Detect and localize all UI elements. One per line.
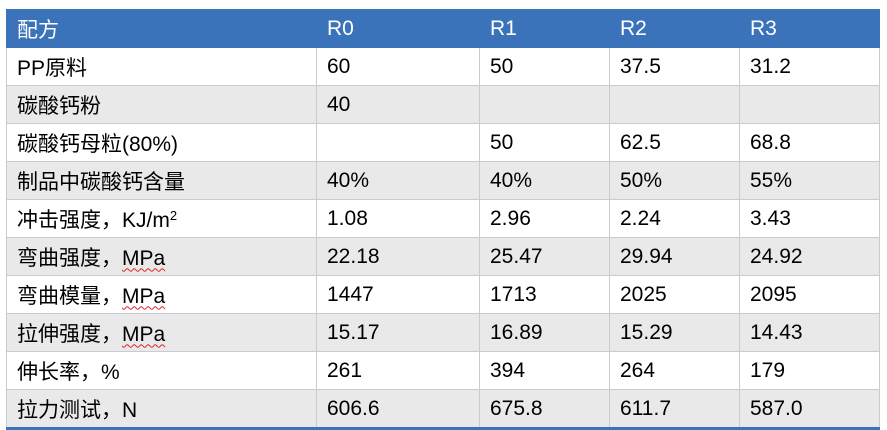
table-cell: 68.8 — [739, 123, 880, 162]
table-cell: 50% — [609, 161, 740, 200]
table-body: PP原料 60 50 37.5 31.2 碳酸钙粉 40 碳酸钙母粒(80%) … — [6, 47, 880, 430]
table-cell: 587.0 — [739, 389, 880, 430]
row-label: 冲击强度，KJ/m2 — [6, 199, 317, 238]
row-label-text: 拉伸强度， — [17, 322, 122, 346]
row-label: 制品中碳酸钙含量 — [6, 161, 317, 200]
table-cell: 264 — [609, 351, 740, 390]
row-label: 拉伸强度，MPa — [6, 313, 317, 352]
header-cell-r1: R1 — [479, 9, 610, 48]
table-cell: 24.92 — [739, 237, 880, 276]
row-label: 伸长率，% — [6, 351, 317, 390]
table-cell: 1713 — [479, 275, 610, 314]
row-label-text: 冲击强度，KJ/m — [17, 208, 170, 232]
table-cell: 261 — [316, 351, 480, 390]
table-row: 碳酸钙母粒(80%) 50 62.5 68.8 — [6, 123, 880, 162]
table-cell: 1447 — [316, 275, 480, 314]
unit-text: MPa — [122, 284, 166, 308]
table-cell — [609, 85, 740, 124]
unit-text: MPa — [122, 322, 166, 346]
table-header: 配方 R0 R1 R2 R3 — [6, 9, 880, 48]
table-cell: 25.47 — [479, 237, 610, 276]
table-cell: 40% — [316, 161, 480, 200]
table-cell: 2025 — [609, 275, 740, 314]
table-row: 冲击强度，KJ/m2 1.08 2.96 2.24 3.43 — [6, 199, 880, 238]
table-row: 制品中碳酸钙含量 40% 40% 50% 55% — [6, 161, 880, 200]
row-label: PP原料 — [6, 47, 317, 86]
table-row: 弯曲模量，MPa 1447 1713 2025 2095 — [6, 275, 880, 314]
table-cell: 2.96 — [479, 199, 610, 238]
row-label: 弯曲强度，MPa — [6, 237, 317, 276]
table-cell: 3.43 — [739, 199, 880, 238]
table-cell: 50 — [479, 47, 610, 86]
row-label: 拉力测试，N — [6, 389, 317, 430]
row-label: 碳酸钙母粒(80%) — [6, 123, 317, 162]
table-cell: 2.24 — [609, 199, 740, 238]
table-cell: 62.5 — [609, 123, 740, 162]
table-cell: 40% — [479, 161, 610, 200]
table-cell: 179 — [739, 351, 880, 390]
table-cell: 16.89 — [479, 313, 610, 352]
unit-text: MPa — [122, 246, 166, 270]
table-cell: 40 — [316, 85, 480, 124]
table-cell: 60 — [316, 47, 480, 86]
table-cell: 22.18 — [316, 237, 480, 276]
table-row: 拉伸强度，MPa 15.17 16.89 15.29 14.43 — [6, 313, 880, 352]
table-cell — [739, 85, 880, 124]
header-cell-r3: R3 — [739, 9, 880, 48]
header-cell-r2: R2 — [609, 9, 740, 48]
row-label: 弯曲模量，MPa — [6, 275, 317, 314]
table-cell: 15.29 — [609, 313, 740, 352]
table-cell — [316, 123, 480, 162]
header-row: 配方 R0 R1 R2 R3 — [6, 9, 880, 48]
header-cell-r0: R0 — [316, 9, 480, 48]
table-cell: 15.17 — [316, 313, 480, 352]
table-cell: 2095 — [739, 275, 880, 314]
table-cell: 1.08 — [316, 199, 480, 238]
table-cell: 50 — [479, 123, 610, 162]
table-cell: 606.6 — [316, 389, 480, 430]
table-row: 碳酸钙粉 40 — [6, 85, 880, 124]
table-row: 弯曲强度，MPa 22.18 25.47 29.94 24.92 — [6, 237, 880, 276]
table-cell: 37.5 — [609, 47, 740, 86]
header-cell-formula: 配方 — [6, 9, 317, 48]
table-cell: 55% — [739, 161, 880, 200]
table-cell: 675.8 — [479, 389, 610, 430]
table-row: 拉力测试，N 606.6 675.8 611.7 587.0 — [6, 389, 880, 430]
table-row: PP原料 60 50 37.5 31.2 — [6, 47, 880, 86]
formulation-table: 配方 R0 R1 R2 R3 PP原料 60 50 37.5 31.2 碳酸钙粉… — [6, 9, 880, 430]
table-cell — [479, 85, 610, 124]
superscript: 2 — [169, 207, 178, 223]
row-label: 碳酸钙粉 — [6, 85, 317, 124]
table-cell: 394 — [479, 351, 610, 390]
table-cell: 14.43 — [739, 313, 880, 352]
row-label-text: 弯曲强度， — [17, 246, 122, 270]
row-label-text: 弯曲模量， — [17, 284, 122, 308]
table-cell: 611.7 — [609, 389, 740, 430]
table-cell: 29.94 — [609, 237, 740, 276]
table-row: 伸长率，% 261 394 264 179 — [6, 351, 880, 390]
table-cell: 31.2 — [739, 47, 880, 86]
